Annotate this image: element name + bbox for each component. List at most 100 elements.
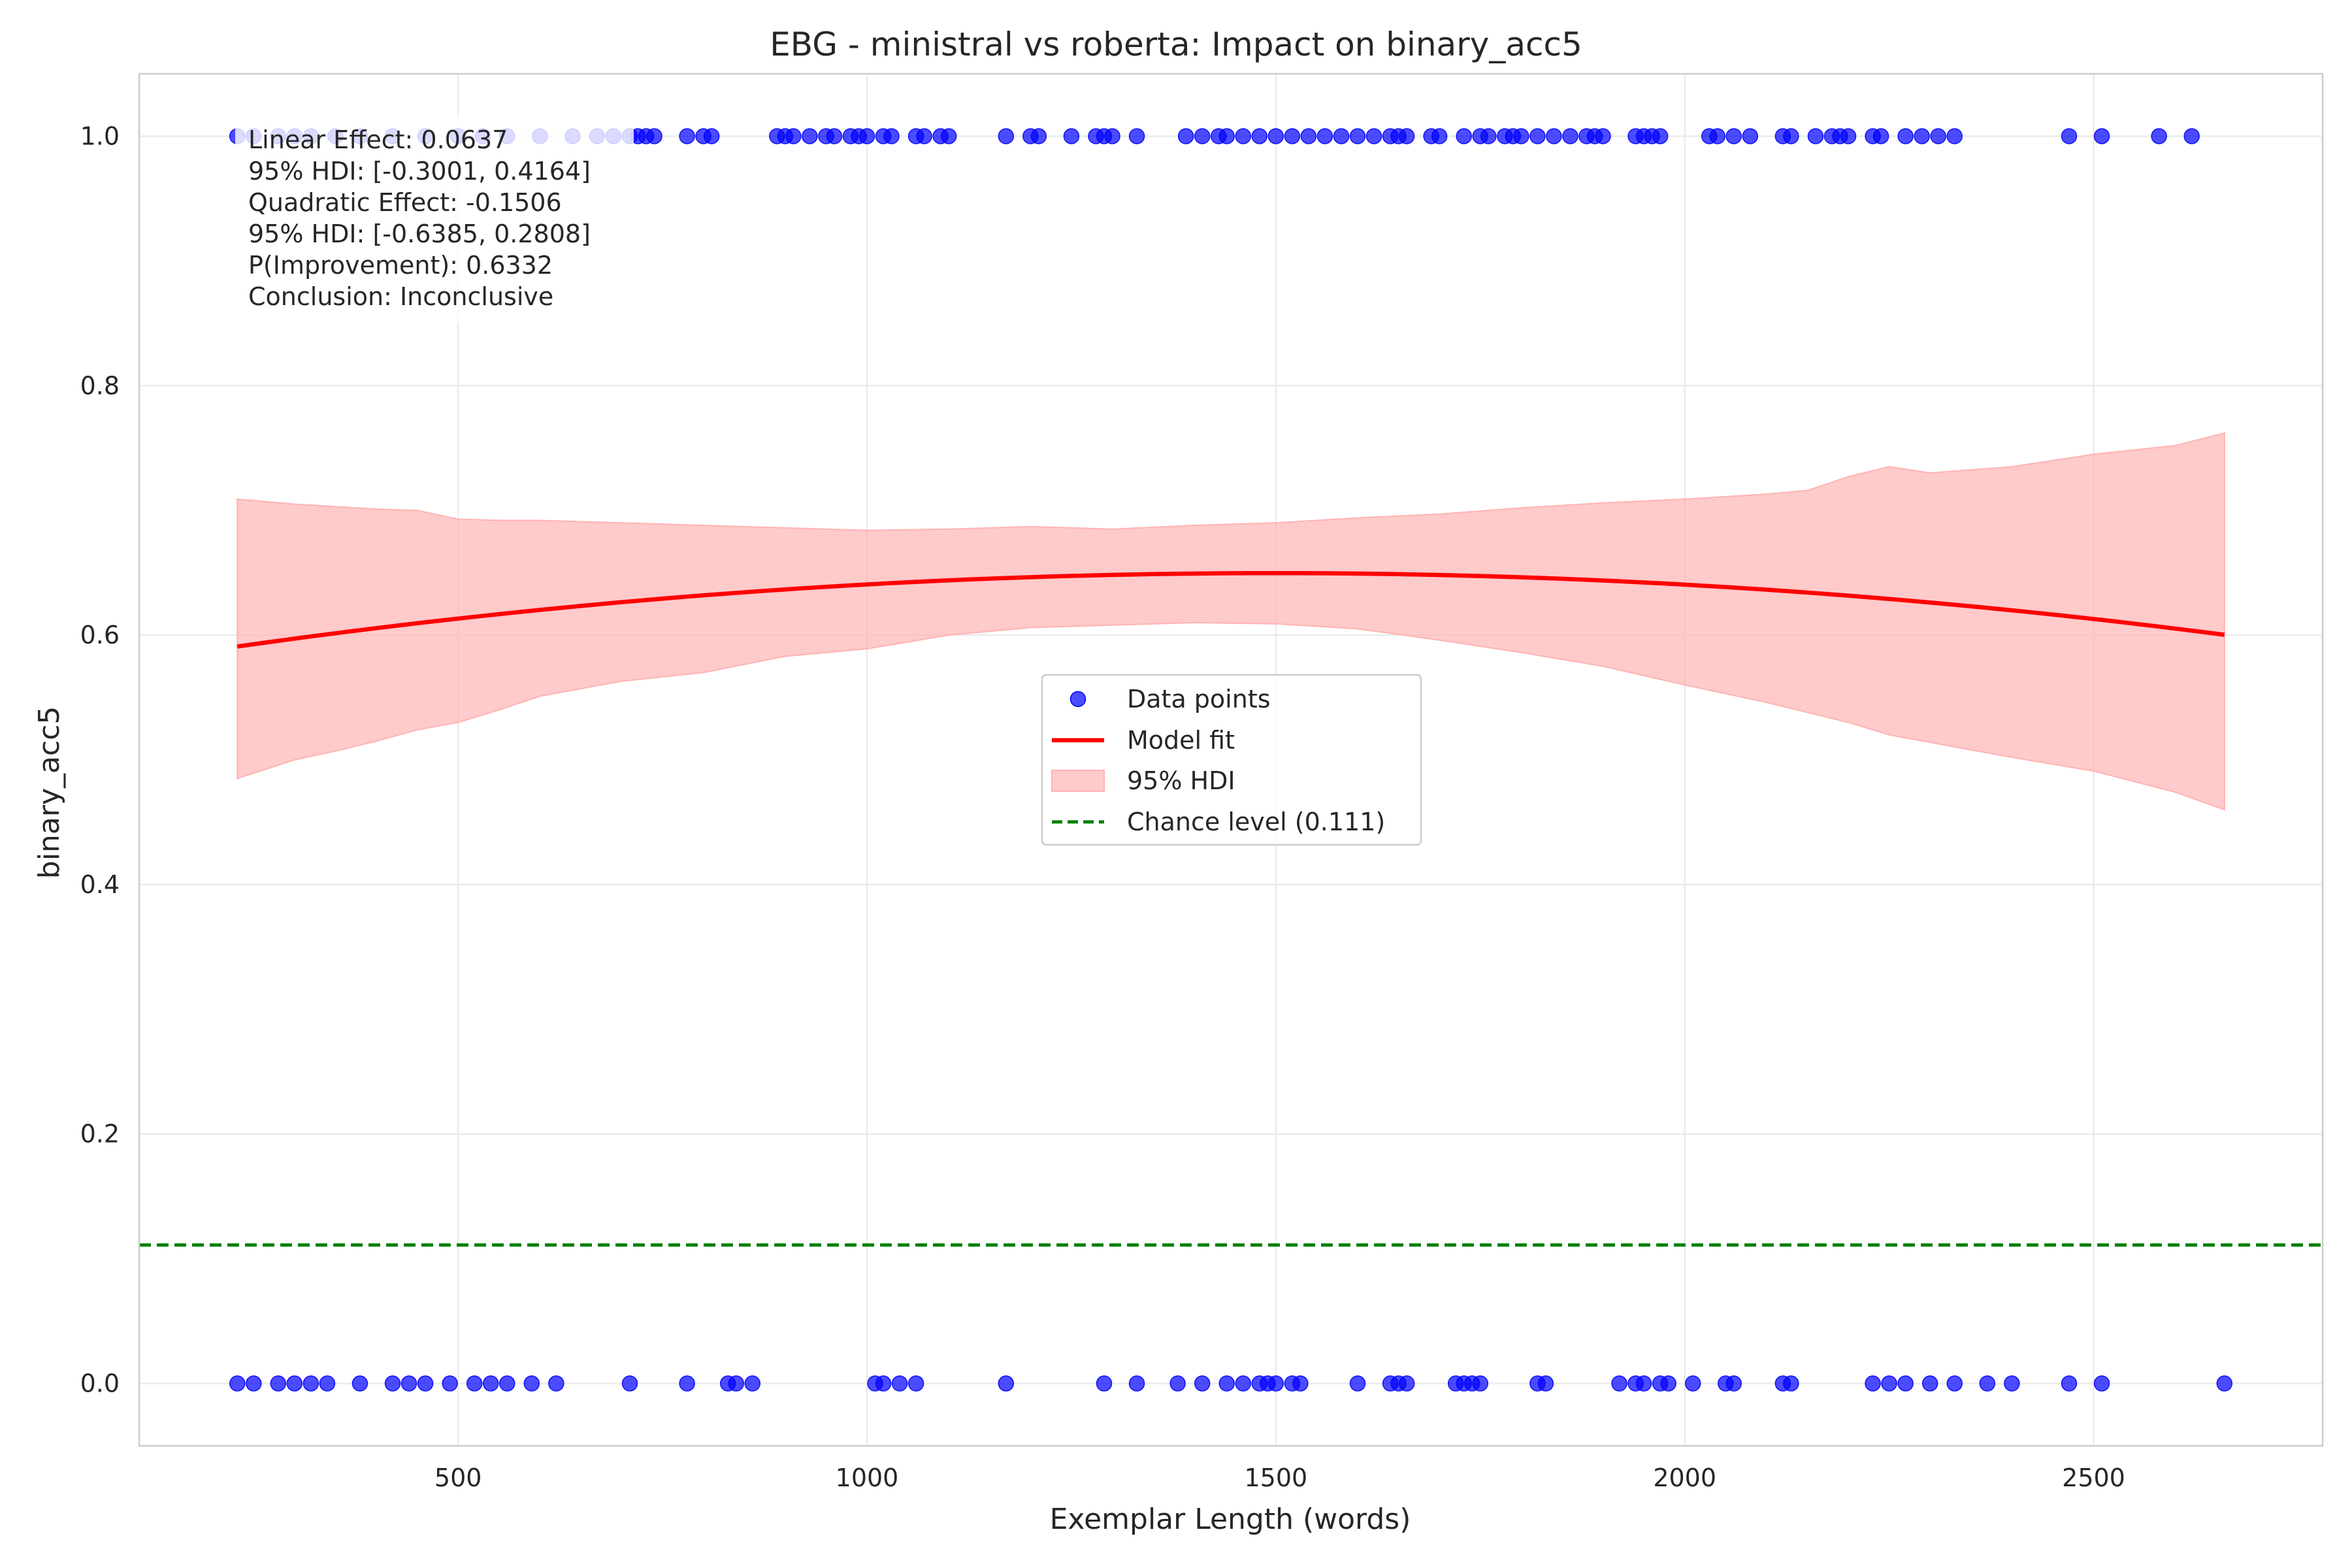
data-point — [466, 1375, 483, 1392]
data-point — [1267, 1375, 1284, 1392]
legend-marker-points — [1070, 691, 1086, 708]
x-axis-label: Exemplar Length (words) — [1050, 1503, 1411, 1536]
data-point — [621, 1375, 638, 1392]
data-point — [1218, 1375, 1235, 1392]
data-point — [384, 1375, 401, 1392]
data-point — [1914, 128, 1930, 144]
data-point — [2151, 128, 2167, 144]
data-point — [1595, 128, 1611, 144]
data-point — [1807, 128, 1824, 144]
y-tick-label: 0.4 — [80, 870, 120, 899]
data-point — [482, 1375, 499, 1392]
data-point — [1300, 128, 1317, 144]
annotation-line: 95% HDI: [-0.3001, 0.4164] — [248, 157, 591, 186]
data-point — [417, 1375, 434, 1392]
data-point — [1652, 128, 1669, 144]
data-point — [2216, 1375, 2233, 1392]
data-point — [785, 128, 802, 144]
data-point — [1316, 128, 1333, 144]
data-point — [744, 1375, 761, 1392]
data-point — [1930, 128, 1946, 144]
data-point — [1840, 128, 1857, 144]
data-point — [2004, 1375, 2020, 1392]
data-point — [1177, 128, 1194, 144]
x-tick-label: 1500 — [1244, 1463, 1307, 1492]
data-point — [1881, 1375, 1897, 1392]
data-point — [2093, 1375, 2110, 1392]
data-point — [2183, 128, 2200, 144]
data-point — [1872, 128, 1889, 144]
data-point — [1128, 1375, 1145, 1392]
data-point — [286, 1375, 303, 1392]
data-point — [1660, 1375, 1676, 1392]
y-tick-label: 0.8 — [80, 371, 120, 400]
data-point — [1235, 128, 1252, 144]
data-point — [1742, 128, 1759, 144]
model-fit-line — [237, 570, 2225, 649]
data-point — [703, 128, 720, 144]
data-point — [1284, 128, 1301, 144]
data-point — [1529, 128, 1546, 144]
annotation-line: Quadratic Effect: -0.1506 — [248, 188, 562, 217]
data-point — [679, 1375, 695, 1392]
annotation-box: Linear Effect: 0.0637 95% HDI: [-0.3001, … — [248, 125, 591, 311]
points-layer — [229, 128, 2233, 1392]
data-point — [1684, 1375, 1701, 1392]
data-point — [1194, 1375, 1211, 1392]
data-point — [1030, 128, 1047, 144]
data-point — [1897, 1375, 1914, 1392]
x-tick-label: 500 — [434, 1463, 482, 1492]
data-point — [883, 128, 900, 144]
data-point — [1104, 128, 1120, 144]
y-axis-label: binary_acc5 — [33, 706, 66, 879]
data-point — [907, 1375, 924, 1392]
data-point — [1431, 128, 1448, 144]
data-point — [1783, 1375, 1799, 1392]
annotation-line: Conclusion: Inconclusive — [248, 282, 553, 311]
data-point — [916, 128, 932, 144]
data-point — [1946, 1375, 1963, 1392]
data-point — [1635, 1375, 1652, 1392]
data-point — [2093, 128, 2110, 144]
data-point — [1456, 128, 1472, 144]
data-point — [442, 1375, 458, 1392]
data-point — [1472, 1375, 1489, 1392]
data-point — [1537, 1375, 1554, 1392]
data-point — [1865, 1375, 1881, 1392]
data-point — [679, 128, 695, 144]
y-tick-label: 0.2 — [80, 1120, 120, 1149]
data-point — [1562, 128, 1578, 144]
legend-label: Data points — [1127, 685, 1271, 713]
legend-label: 95% HDI — [1127, 766, 1235, 795]
data-point — [1063, 128, 1080, 144]
data-point — [499, 1375, 515, 1392]
data-point — [2061, 128, 2078, 144]
data-point — [1235, 1375, 1252, 1392]
data-point — [1333, 128, 1350, 144]
hdi-layer — [237, 432, 2225, 811]
data-point — [1546, 128, 1562, 144]
legend-label: Model fit — [1127, 726, 1235, 755]
data-point — [1979, 1375, 1996, 1392]
x-tick-label: 2500 — [2062, 1463, 2125, 1492]
data-point — [998, 1375, 1015, 1392]
data-point — [400, 1375, 417, 1392]
chart-title: EBG - ministral vs roberta: Impact on bi… — [770, 25, 1582, 63]
data-point — [1267, 128, 1284, 144]
data-point — [1398, 1375, 1415, 1392]
data-point — [1611, 1375, 1627, 1392]
data-point — [548, 1375, 564, 1392]
data-point — [1921, 1375, 1938, 1392]
data-point — [302, 1375, 319, 1392]
annotation-line: 95% HDI: [-0.6385, 0.2808] — [248, 220, 591, 248]
data-point — [1169, 1375, 1186, 1392]
data-point — [891, 1375, 908, 1392]
data-point — [1349, 128, 1366, 144]
y-tick-label: 0.6 — [80, 621, 120, 649]
legend-marker-hdi — [1051, 770, 1105, 792]
legend-frame — [1041, 674, 1422, 846]
data-point — [802, 128, 818, 144]
data-point — [2061, 1375, 2078, 1392]
data-point — [1783, 128, 1799, 144]
